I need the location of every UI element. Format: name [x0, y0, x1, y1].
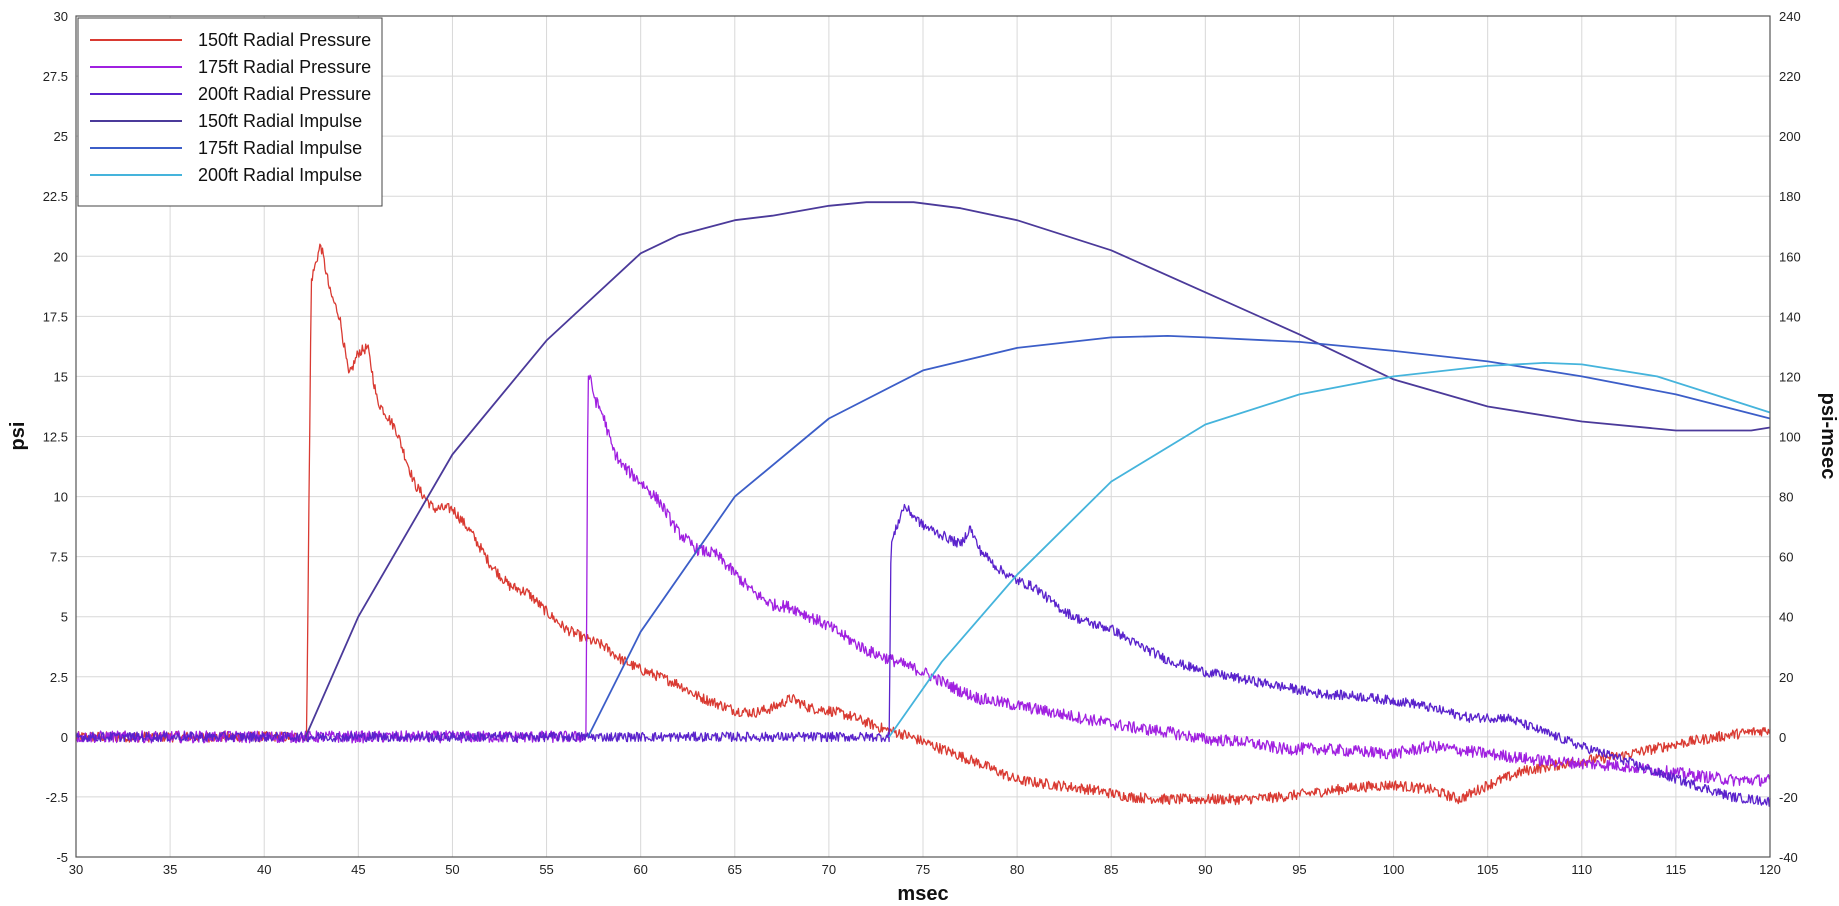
y2-tick-label: 220 [1779, 69, 1801, 84]
series-line [587, 335, 1771, 738]
legend-label: 200ft Radial Pressure [198, 84, 371, 104]
series-line [75, 243, 1771, 806]
y2-tick-label: 120 [1779, 369, 1801, 384]
y-tick-label: 12.5 [43, 430, 68, 445]
x-axis-ticks: 30 35 40 45 50 55 60 65 70 75 80 85 90 95 100 105 110 115… [69, 862, 1781, 877]
y-tick-label: 7.5 [50, 550, 68, 565]
x-tick-label: 35 [163, 862, 177, 877]
legend-item: 175ft Radial Pressure [90, 57, 371, 77]
y-tick-label: 27.5 [43, 69, 68, 84]
y2-tick-label: 20 [1779, 670, 1793, 685]
y-tick-label: -5 [56, 850, 68, 865]
x-tick-label: 95 [1292, 862, 1306, 877]
legend-item: 200ft Radial Impulse [90, 165, 362, 185]
y2-axis-ticks: -40 -20 0 20 40 60 80 100 120 140 160 180 200 220 240 [1779, 9, 1801, 865]
y-tick-label: 20 [54, 249, 68, 264]
series-line [75, 503, 1771, 807]
legend-label: 150ft Radial Impulse [198, 111, 362, 131]
x-tick-label: 40 [257, 862, 271, 877]
legend-item: 200ft Radial Pressure [90, 84, 371, 104]
y2-tick-label: 0 [1779, 730, 1786, 745]
legend-label: 200ft Radial Impulse [198, 165, 362, 185]
y2-tick-label: -20 [1779, 790, 1798, 805]
y2-tick-label: 240 [1779, 9, 1801, 24]
series-line [304, 201, 1771, 738]
x-tick-label: 60 [633, 862, 647, 877]
legend-item: 150ft Radial Pressure [90, 30, 371, 50]
y-axis-title: psi [7, 422, 29, 451]
y2-tick-label: 140 [1779, 309, 1801, 324]
x-axis-title: msec [897, 883, 948, 905]
x-tick-label: 100 [1383, 862, 1405, 877]
x-tick-label: 30 [69, 862, 83, 877]
y2-tick-label: 60 [1779, 550, 1793, 565]
y2-tick-label: 200 [1779, 129, 1801, 144]
y-tick-label: 30 [54, 9, 68, 24]
y2-tick-label: 40 [1779, 610, 1793, 625]
x-tick-label: 45 [351, 862, 365, 877]
y-tick-label: 15 [54, 369, 68, 384]
series-line [888, 362, 1771, 738]
y2-tick-label: 160 [1779, 249, 1801, 264]
legend-item: 150ft Radial Impulse [90, 111, 362, 131]
x-tick-label: 55 [539, 862, 553, 877]
y-tick-label: 10 [54, 490, 68, 505]
y-tick-label: -2.5 [46, 790, 68, 805]
x-tick-label: 65 [728, 862, 742, 877]
y-tick-label: 17.5 [43, 309, 68, 324]
y2-axis-title: psi-msec [1817, 393, 1839, 480]
series-line [75, 374, 1771, 787]
x-tick-label: 105 [1477, 862, 1499, 877]
legend-item: 175ft Radial Impulse [90, 138, 362, 158]
y-tick-label: 25 [54, 129, 68, 144]
x-tick-label: 120 [1759, 862, 1781, 877]
legend-label: 175ft Radial Pressure [198, 57, 371, 77]
legend-label: 175ft Radial Impulse [198, 138, 362, 158]
legend-label: 150ft Radial Pressure [198, 30, 371, 50]
y-tick-label: 0 [61, 730, 68, 745]
y-tick-label: 2.5 [50, 670, 68, 685]
y-tick-label: 22.5 [43, 189, 68, 204]
y2-tick-label: 100 [1779, 430, 1801, 445]
y2-tick-label: 180 [1779, 189, 1801, 204]
x-tick-label: 75 [916, 862, 930, 877]
legend: 150ft Radial Pressure 175ft Radial Press… [77, 17, 383, 207]
y-tick-label: 5 [61, 610, 68, 625]
x-tick-label: 80 [1010, 862, 1024, 877]
series-layer [75, 201, 1771, 807]
x-tick-label: 70 [822, 862, 836, 877]
x-tick-label: 85 [1104, 862, 1118, 877]
x-tick-label: 110 [1571, 862, 1592, 877]
x-tick-label: 90 [1198, 862, 1212, 877]
plot-frame [75, 15, 1771, 858]
y2-tick-label: -40 [1779, 850, 1798, 865]
x-tick-label: 115 [1666, 862, 1687, 877]
y-axis-ticks: -5 -2.5 0 2.5 5 7.5 10 12.5 15 17.5 20 22.5 25 27.5 30 [43, 9, 68, 865]
x-tick-label: 50 [445, 862, 459, 877]
y2-tick-label: 80 [1779, 490, 1793, 505]
